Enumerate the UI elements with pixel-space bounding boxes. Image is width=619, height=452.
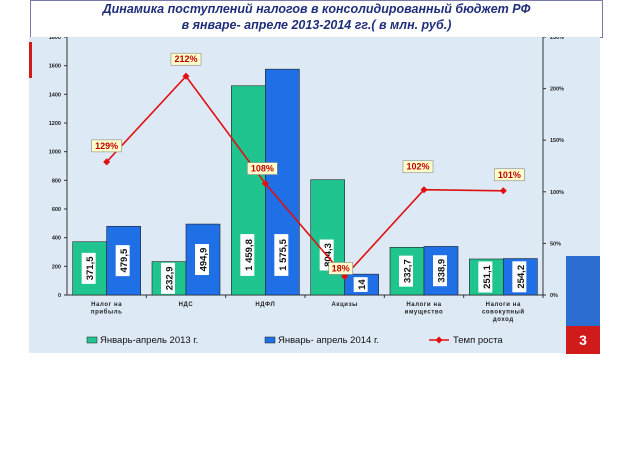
y2-tick-label: 100%: [550, 190, 564, 196]
bar-value-box: [240, 234, 255, 276]
bar-value-label-2014-5: 254,2: [512, 261, 527, 293]
bar-value-box: [478, 261, 493, 293]
bar-value-box: [115, 245, 130, 277]
category-label-5: Налоги на: [486, 302, 521, 308]
bar-value-text: 14: [357, 279, 368, 290]
chart-title-box: Динамика поступлений налогов в консолиди…: [30, 0, 603, 38]
category-label-2: НДФЛ: [255, 302, 275, 308]
legend-marker-growth: [435, 336, 443, 344]
growth-point-4: [420, 186, 428, 194]
y2-tick-label: 150%: [550, 138, 564, 144]
bar-value-label-2013-1: 232,9: [161, 262, 176, 294]
chart-title-line1: Динамика поступлений налогов в консолиди…: [102, 2, 531, 16]
legend-label-2013: Январь-апрель 2013 г.: [100, 335, 198, 346]
bar-value-box: [195, 244, 209, 276]
category-label-5: совокупный: [482, 309, 525, 316]
growth-point-5: [499, 187, 507, 195]
bar-value-label-2013-2: 1 459,8: [240, 234, 255, 276]
legend-label-growth: Темп роста: [453, 335, 503, 346]
bar-value-label-2014-3: 14: [353, 277, 368, 292]
chart-title-line2: в январе- апреле 2013-2014 гг.( в млн. р…: [181, 18, 452, 32]
bar-value-label-2014-2: 1 575,5: [274, 234, 289, 276]
y-tick-label: 1000: [49, 150, 61, 156]
accent-blue-block: [566, 256, 600, 326]
growth-label-box-0: [91, 139, 122, 153]
growth-label-0: 129%: [95, 141, 118, 151]
y2-tick-label: 200%: [550, 87, 564, 93]
bar-value-box: [433, 255, 447, 287]
bar-value-box: [512, 261, 527, 293]
bar-value-text: 1 575,5: [278, 238, 289, 270]
growth-label-box-5: [494, 168, 525, 182]
chart-area: 0 200 400 600 800 1000 1200 1400 1600 1800 0% 50% 10…: [29, 35, 600, 353]
y-tick-label: 1600: [49, 64, 61, 70]
chart-svg: 0 200 400 600 800 1000 1200 1400 1600 1800 0% 50% 10…: [49, 35, 564, 346]
bar-value-label-2014-1: 494,9: [195, 244, 210, 276]
category-label-0: Налог на: [91, 302, 122, 308]
legend-swatch-2014: [264, 336, 276, 344]
y-tick-label: 600: [52, 207, 61, 213]
growth-label-1: 212%: [174, 54, 197, 64]
bar-value-box: [161, 262, 175, 294]
bar-value-text: 479,5: [119, 248, 130, 272]
growth-label-box-4: [402, 160, 434, 174]
category-label-5: доход: [493, 317, 514, 323]
y-tick-label: 1800: [49, 37, 61, 41]
bar-value-box: [81, 252, 96, 284]
bar-value-text: 494,9: [199, 248, 210, 272]
bar-value-text: 254,2: [516, 265, 527, 289]
growth-point-2: [261, 180, 269, 188]
growth-label-5: 101%: [498, 170, 521, 180]
bar-value-label-2013-5: 251,1: [478, 261, 493, 293]
growth-label-box-1: [170, 52, 202, 66]
growth-line: [106, 74, 504, 278]
bar-value-box: [353, 277, 368, 292]
bar-value-text: 804,3: [323, 243, 334, 267]
bar-value-box: [274, 234, 289, 276]
y-tick-label: 1200: [49, 121, 61, 127]
y2-tick-label: 50%: [550, 241, 561, 247]
growth-label-2: 108%: [251, 164, 274, 174]
bar-2013-3: [310, 179, 345, 296]
bar-value-text: 232,9: [165, 266, 176, 290]
y2-tick-label: 250%: [550, 37, 564, 41]
bar-value-box: [399, 255, 413, 287]
y-tick-label: 1400: [49, 92, 61, 98]
legend-label-2014: Январь- апрель 2014 г.: [278, 335, 379, 346]
y-tick-label: 800: [52, 178, 61, 184]
category-label-0: прибыль: [91, 309, 123, 316]
growth-point-1: [182, 72, 190, 80]
accent-red-bar: [29, 42, 32, 78]
category-label-4: имущество: [405, 310, 444, 316]
growth-label-3: 18%: [332, 263, 350, 273]
y-tick-label: 400: [52, 236, 61, 242]
bar-value-label-2013-4: 332,7: [399, 255, 414, 287]
bar-value-label-2014-0: 479,5: [115, 245, 130, 277]
growth-label-box-2: [247, 162, 278, 175]
y2-tick-label: 0%: [550, 293, 558, 299]
slide-number: 3: [566, 326, 600, 354]
growth-label-4: 102%: [406, 162, 429, 172]
y-tick-label: 200: [52, 264, 61, 270]
category-label-4: Налоги на: [406, 302, 441, 308]
category-label-1: НДС: [179, 302, 194, 308]
bar-value-text: 1 459,8: [244, 239, 255, 271]
growth-point-0: [103, 158, 111, 166]
bar-value-label-2013-0: 371,5: [81, 252, 96, 284]
bar-value-text: 371,5: [85, 256, 96, 280]
bar-value-text: 251,1: [482, 264, 493, 288]
bar-value-text: 338,9: [437, 259, 448, 283]
legend-swatch-2013: [86, 336, 98, 344]
y-tick-label: 0: [58, 293, 61, 299]
category-label-3: Акцизы: [331, 302, 357, 308]
growth-label-box-3: [328, 262, 353, 275]
bar-value-label-2014-4: 338,9: [433, 255, 448, 287]
bar-value-text: 332,7: [403, 259, 414, 283]
